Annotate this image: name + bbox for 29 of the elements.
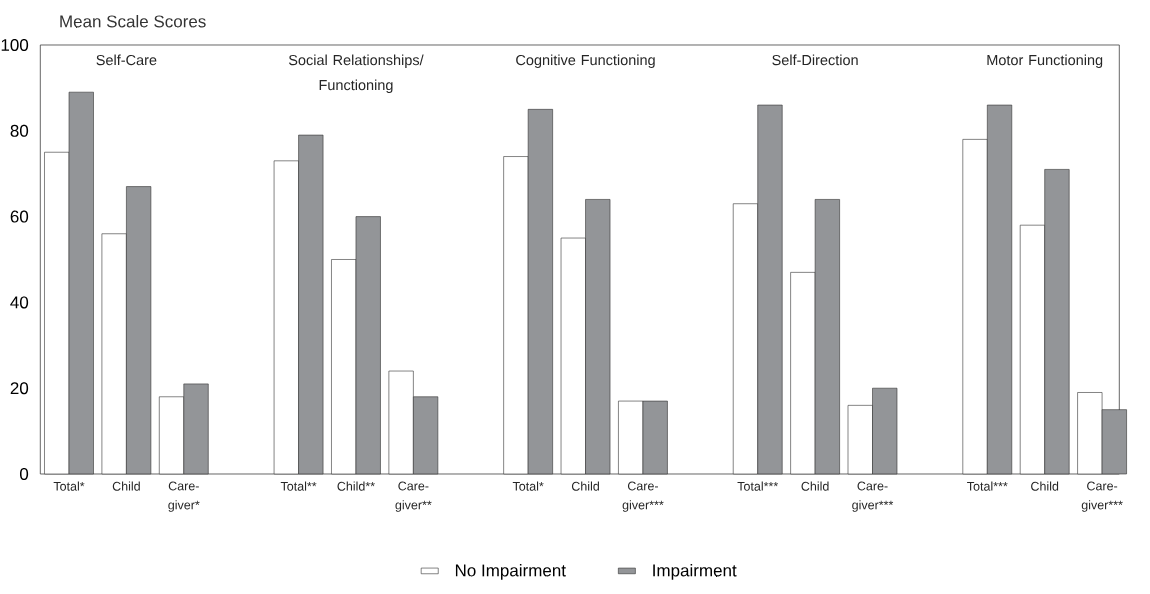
- y-tick-label: 100: [1, 38, 29, 52]
- y-tick-label: 20: [10, 382, 29, 395]
- annotation: Motor Functioning: [987, 54, 1103, 69]
- legend-label: Impairment: [653, 564, 737, 580]
- chart-title: Mean Scale Scores: [60, 14, 206, 28]
- y-tick-label: 60: [10, 210, 29, 223]
- x-tick-label: Care-giver***: [852, 481, 894, 512]
- legend-label: No Impairment: [455, 564, 566, 580]
- x-tick-label: Total*: [512, 481, 544, 491]
- x-tick-label: Child**: [337, 481, 375, 491]
- annotation: Social Relationships/ Functioning: [288, 54, 424, 94]
- x-tick-label: Care-giver***: [1081, 481, 1123, 512]
- y-tick-label: 80: [10, 124, 29, 137]
- x-tick-label: Total***: [967, 481, 1008, 491]
- y-tick-label: 40: [10, 296, 29, 309]
- x-tick-label: Care-giver**: [395, 481, 432, 512]
- y-tick-label: 0: [19, 467, 29, 481]
- annotation: Self-Care: [96, 54, 157, 66]
- annotation: Cognitive Functioning: [516, 54, 655, 69]
- x-tick-label: Child: [801, 481, 829, 491]
- annotation: Self-Direction: [772, 54, 858, 66]
- x-tick-label: Child: [571, 481, 599, 491]
- x-tick-label: Total***: [737, 481, 779, 491]
- x-tick-label: Care-giver***: [622, 481, 664, 512]
- x-tick-label: Total*: [53, 481, 85, 491]
- x-tick-label: Child: [1031, 481, 1059, 491]
- x-tick-label: Child: [112, 481, 140, 491]
- x-tick-label: Care-giver*: [168, 481, 200, 512]
- x-tick-label: Total**: [280, 481, 317, 491]
